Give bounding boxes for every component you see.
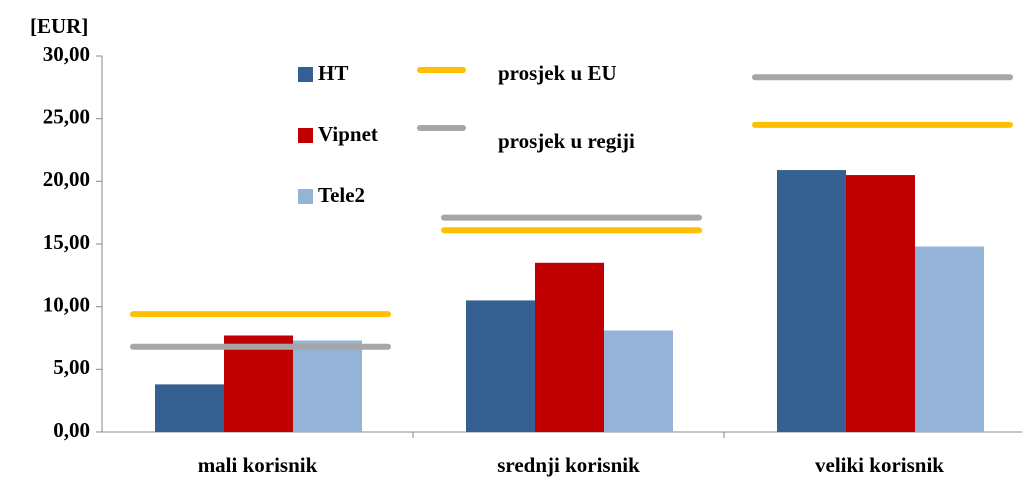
x-tick-label: mali korisnik [198,453,318,477]
x-tick-label: srednji korisnik [497,453,640,477]
legend-label: Vipnet [318,122,378,146]
y-tick-label: 30,00 [43,42,90,66]
y-tick-label: 5,00 [53,355,90,379]
legend-label: Tele2 [318,183,365,207]
bar [604,330,673,432]
bar [777,170,846,432]
legend-swatch [298,67,313,82]
legend-label: prosjek u EU [498,61,617,85]
y-tick-label: 20,00 [43,167,90,191]
bar [224,335,293,432]
legend-swatch [298,189,313,204]
y-axis-label: [EUR] [30,14,88,38]
y-tick-label: 15,00 [43,230,90,254]
legend-label: prosjek u regiji [498,129,635,153]
bar [466,300,535,432]
bar [846,175,915,433]
y-tick-label: 10,00 [43,292,90,316]
bar [293,340,362,432]
y-tick-label: 25,00 [43,104,90,128]
bar [155,384,224,432]
legend-swatch [298,128,313,143]
bar [535,262,604,432]
bar [915,246,984,432]
y-tick-label: 0,00 [53,418,90,442]
x-tick-label: veliki korisnik [815,453,944,477]
legend-label: HT [318,61,348,85]
